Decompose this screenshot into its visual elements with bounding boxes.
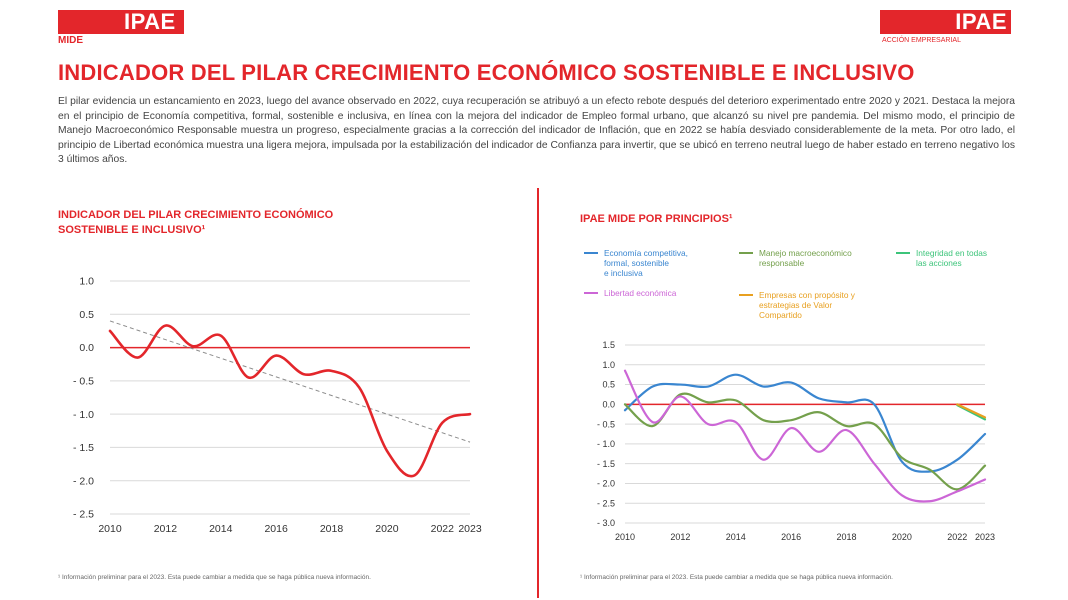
legend-label-empresas: Empresas con propósito y estrategias de …	[759, 290, 855, 320]
x-tick-label: 2022	[947, 532, 967, 542]
x-tick-label: 2020	[375, 523, 399, 535]
x-tick-label: 2014	[726, 532, 746, 542]
legend-label-line: Libertad económica	[604, 288, 677, 298]
y-tick-label: - 2.5	[597, 498, 615, 508]
left-footnote: ¹ Información preliminar para el 2023. E…	[58, 574, 371, 581]
x-tick-label: 2020	[892, 532, 912, 542]
x-tick-label: 2010	[615, 532, 635, 542]
logo-right-bar	[880, 10, 1011, 34]
y-tick-label: - 2.0	[597, 479, 615, 489]
series-line-0	[623, 373, 987, 473]
y-tick-label: 0.5	[602, 380, 615, 390]
legend-label-line: las acciones	[916, 258, 962, 268]
y-tick-label: - 1.0	[73, 409, 94, 421]
y-tick-label: 1.5	[602, 340, 615, 350]
legend-label-integridad: Integridad en todas las acciones	[916, 248, 987, 268]
legend-swatch-economia	[584, 252, 598, 254]
y-tick-label: 0.5	[79, 309, 94, 321]
x-tick-label: 2023	[975, 532, 995, 542]
legend-swatch-empresas	[739, 294, 753, 296]
y-tick-label: 0.0	[602, 399, 615, 409]
y-tick-label: - 1.0	[597, 439, 615, 449]
legend-label-economia: Economía competitiva, formal, sostenible…	[604, 248, 688, 278]
left-chart-title-line1: INDICADOR DEL PILAR CRECIMIENTO ECONÓMIC…	[58, 209, 334, 221]
series-line-1	[623, 392, 987, 491]
logo-right-sub: ACCIÓN EMPRESARIAL	[882, 37, 961, 44]
legend-label-line: e inclusiva	[604, 268, 643, 278]
x-tick-label: 2016	[264, 523, 288, 535]
x-tick-label: 2022	[431, 523, 455, 535]
x-tick-label: 2016	[781, 532, 801, 542]
legend-label-line: formal, sostenible	[604, 258, 670, 268]
series-line-3	[623, 369, 987, 503]
legend-label-line: Empresas con propósito y	[759, 290, 855, 300]
left-chart-title-line2: SOSTENIBLE E INCLUSIVO¹	[58, 224, 206, 236]
legend-label-line: Economía competitiva,	[604, 248, 688, 258]
y-tick-label: - 0.5	[73, 376, 94, 388]
logo-left-bar	[58, 10, 184, 34]
right-footnote: ¹ Información preliminar para el 2023. E…	[580, 574, 893, 581]
legend-swatch-manejo	[739, 252, 753, 254]
logo-right-text: IPAE	[955, 9, 1007, 34]
ipae-accion-logo: IPAE ACCIÓN EMPRESARIAL	[880, 10, 1011, 48]
series-line-0	[108, 324, 472, 478]
principles-line-chart: 1.5 1.0 0.5 0.0 - 0.5 - 1.0 - 1.5 - 2.0 - 2.5 - 3…	[597, 340, 995, 542]
trend-line	[109, 320, 471, 443]
x-tick-label: 2018	[837, 532, 857, 542]
y-tick-label: - 1.5	[597, 459, 615, 469]
x-tick-label: 2010	[98, 523, 122, 535]
panel-divider	[537, 188, 539, 598]
legend-label-line: Manejo macroeconómico	[759, 248, 852, 258]
y-tick-label: 1.0	[602, 360, 615, 370]
intro-paragraph: El pilar evidencia un estancamiento en 2…	[58, 96, 1015, 165]
series-line-4	[956, 403, 987, 419]
x-tick-label: 2018	[320, 523, 344, 535]
page-title: INDICADOR DEL PILAR CRECIMIENTO ECONÓMIC…	[58, 60, 915, 85]
legend-swatch-libertad	[584, 292, 598, 294]
legend-label-manejo: Manejo macroeconómico responsable	[759, 248, 852, 268]
x-tick-label: 2023	[458, 523, 482, 535]
y-tick-label: - 2.5	[73, 509, 94, 521]
x-tick-label: 2012	[154, 523, 178, 535]
logo-left-text: IPAE	[124, 9, 176, 34]
y-tick-label: - 3.0	[597, 518, 615, 528]
legend-label-line: responsable	[759, 258, 805, 268]
x-tick-label: 2014	[209, 523, 233, 535]
x-tick-label: 2012	[670, 532, 690, 542]
legend-swatch-integridad	[896, 252, 910, 254]
legend-label-line: estrategias de Valor	[759, 300, 833, 310]
y-tick-label: 1.0	[79, 276, 94, 288]
y-tick-label: - 2.0	[73, 475, 94, 487]
y-tick-label: - 0.5	[597, 419, 615, 429]
legend-label-line: Integridad en todas	[916, 248, 988, 258]
logo-left-sub: MIDE	[58, 35, 83, 46]
pillar-line-chart: 1.0 0.5 0.0 - 0.5 - 1.0 - 1.5 - 2.0 - 2.5 2010 20…	[73, 276, 482, 535]
y-tick-label: - 1.5	[73, 442, 94, 454]
legend-label-libertad: Libertad económica	[604, 288, 676, 298]
legend-label-line: Compartido	[759, 310, 802, 320]
left-chart-title: INDICADOR DEL PILAR CRECIMIENTO ECONÓMIC…	[58, 208, 333, 238]
y-tick-label: 0.0	[79, 342, 94, 354]
right-chart-title: IPAE MIDE POR PRINCIPIOS¹	[580, 213, 733, 225]
